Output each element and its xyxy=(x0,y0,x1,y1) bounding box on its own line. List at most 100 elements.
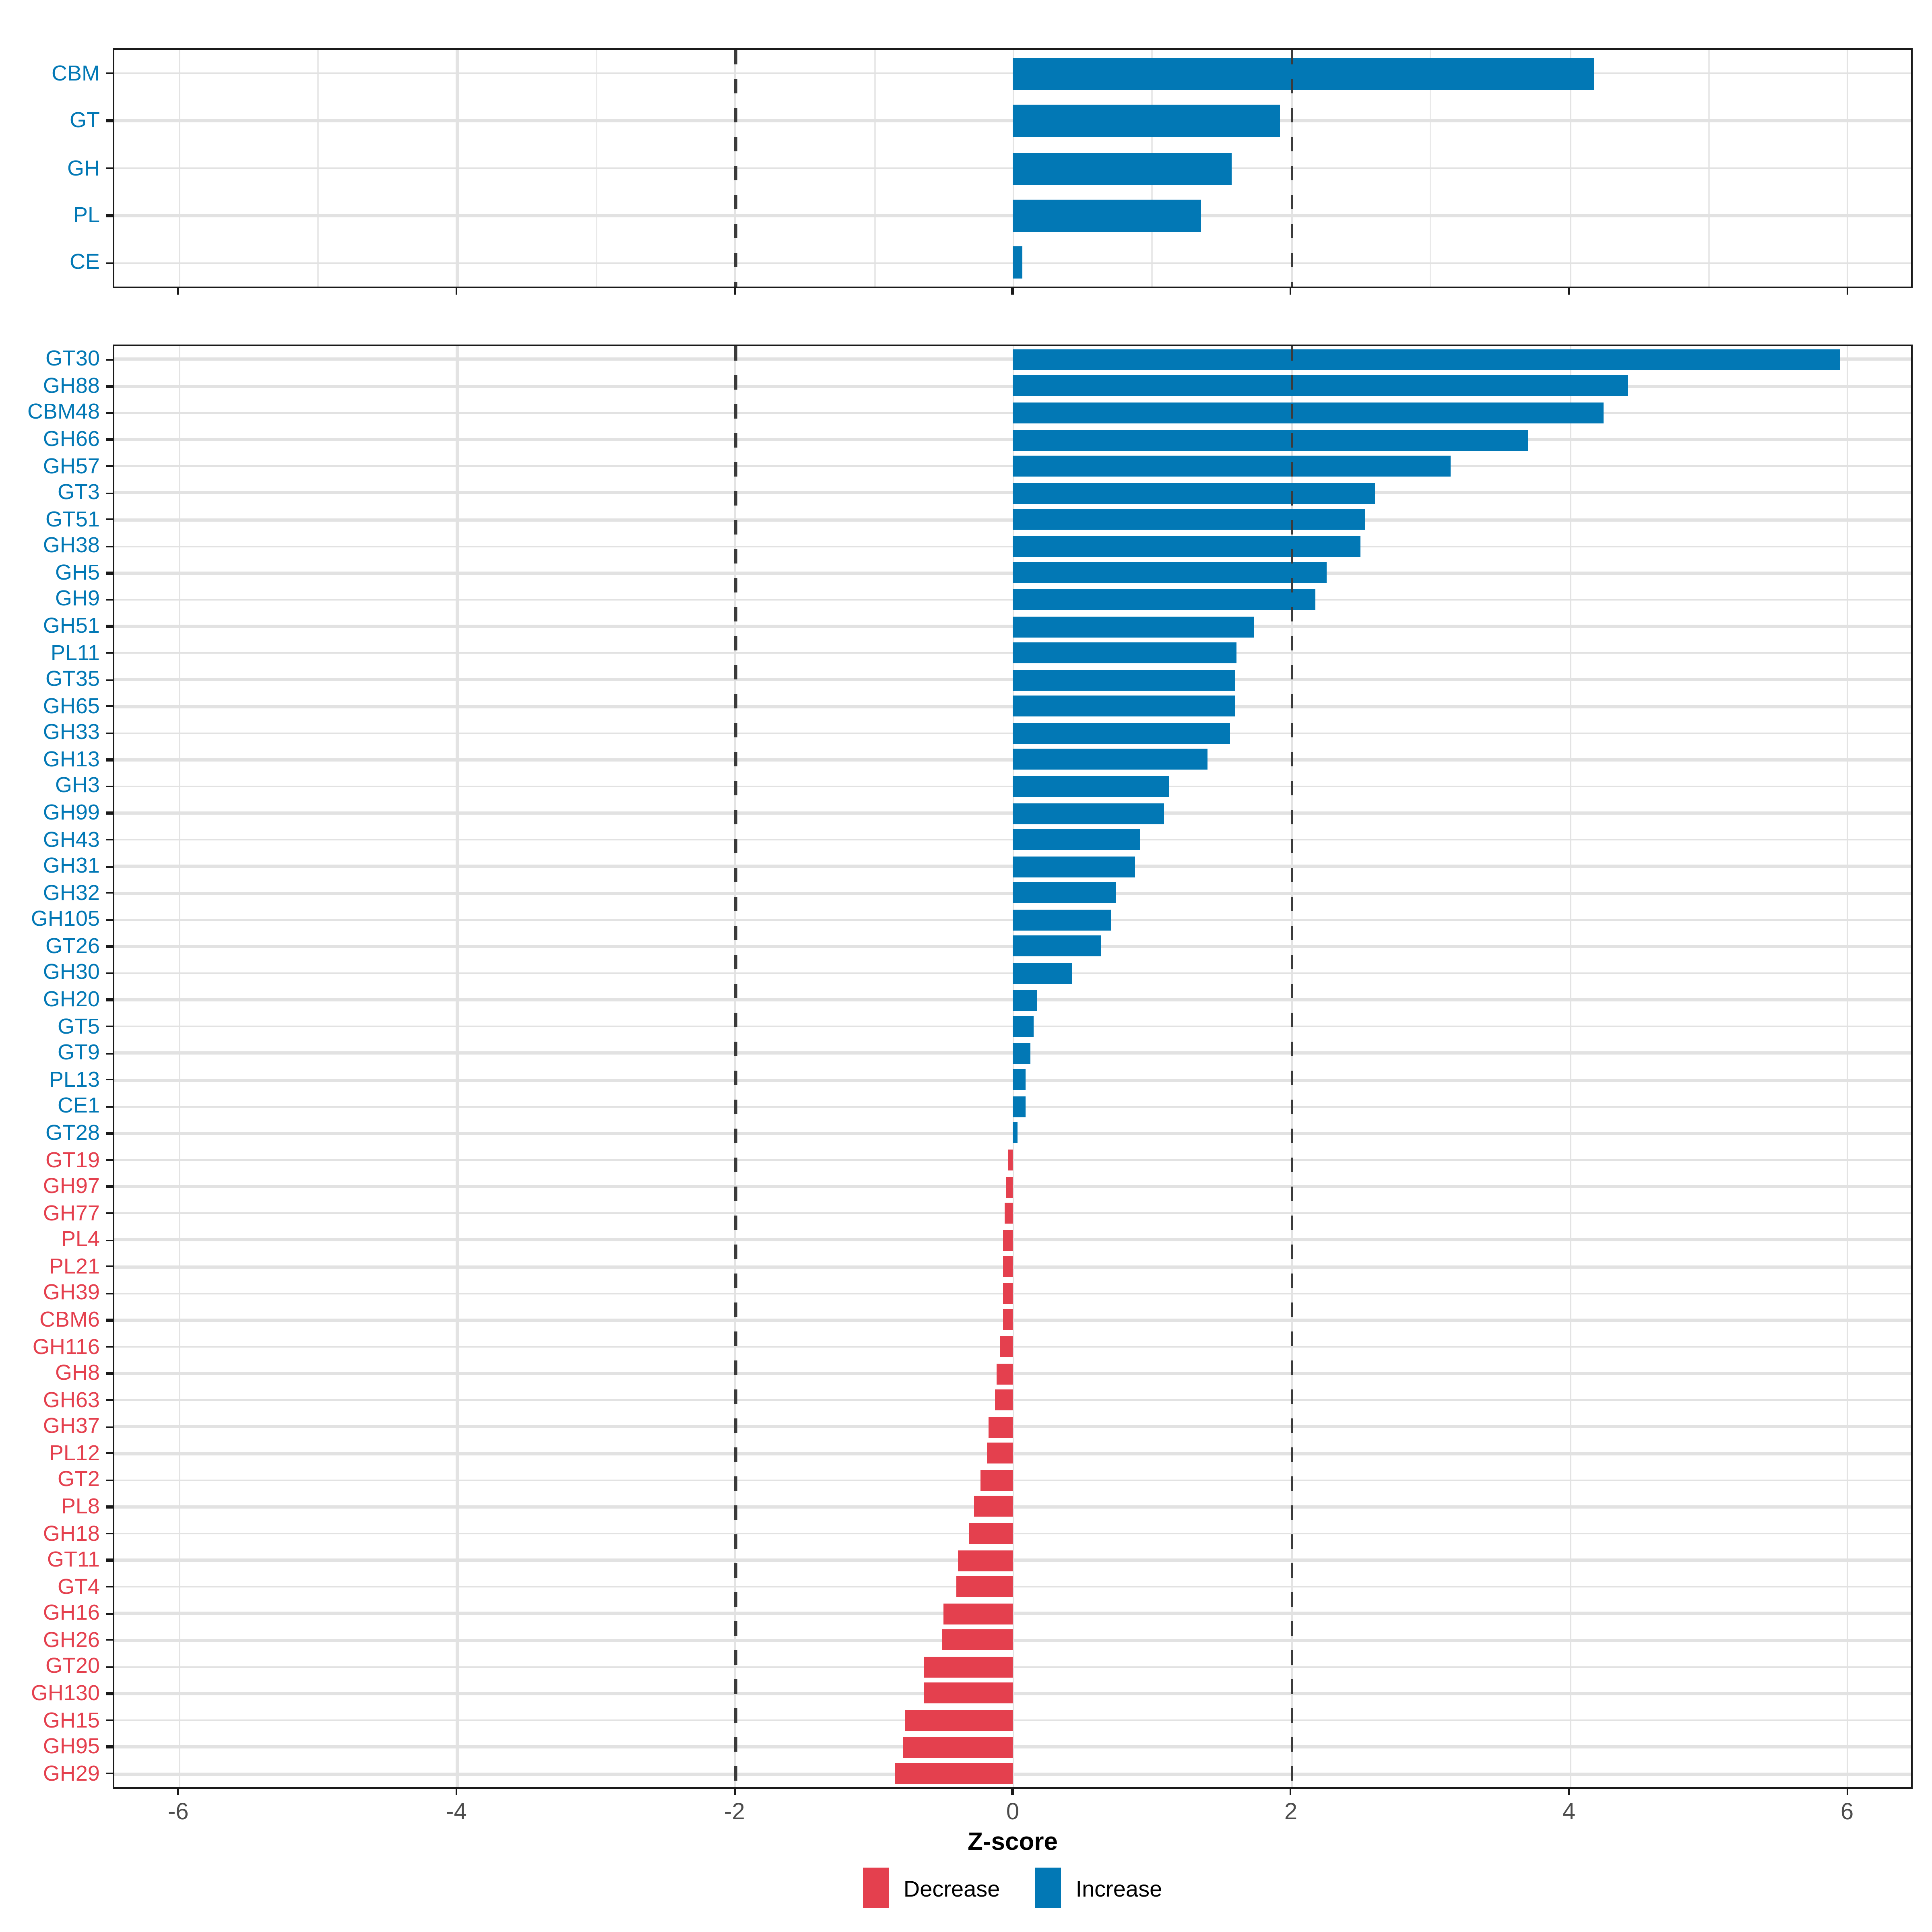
x-tick-label-4: 4 xyxy=(1562,1800,1576,1826)
x-tick xyxy=(1290,1787,1292,1795)
y-tick xyxy=(106,465,114,467)
y-tick xyxy=(106,120,114,122)
gridline-h xyxy=(114,1425,1911,1428)
y-axis-label-GH99: GH99 xyxy=(43,800,100,825)
y-tick xyxy=(106,1105,114,1108)
y-tick xyxy=(106,1319,114,1321)
panel-family-summary: CBM GT GH PL CE xyxy=(52,48,1913,295)
y-tick xyxy=(106,999,114,1001)
bar-GH5 xyxy=(1013,562,1327,584)
x-tick xyxy=(1846,1787,1848,1795)
y-tick xyxy=(106,1212,114,1215)
y-axis-label-GH130: GH130 xyxy=(31,1680,100,1705)
bar-GH xyxy=(1013,152,1232,184)
y-tick xyxy=(106,1079,114,1081)
y-axis-label-GH26: GH26 xyxy=(43,1627,100,1652)
legend: Decrease Increase xyxy=(113,1868,1913,1908)
y-tick xyxy=(106,72,114,75)
y-tick xyxy=(106,1559,114,1562)
bar-GH16 xyxy=(943,1603,1013,1624)
y-tick xyxy=(106,812,114,814)
y-axis-label-GH3: GH3 xyxy=(55,773,100,798)
gridline-v-major xyxy=(1569,346,1571,1787)
y-axis-label-GH: GH xyxy=(67,155,100,180)
bar-GH51 xyxy=(1013,616,1255,637)
y-axis-label-PL11: PL11 xyxy=(50,640,100,665)
y-axis-label-GH38: GH38 xyxy=(43,533,100,558)
y-tick xyxy=(106,545,114,547)
gridline-h xyxy=(114,1292,1911,1295)
bar-GH26 xyxy=(941,1630,1013,1651)
bar-GH8 xyxy=(997,1363,1013,1384)
x-tick xyxy=(455,287,458,295)
x-tick xyxy=(1846,287,1848,295)
x-tick xyxy=(455,1787,458,1795)
reference-line-2 xyxy=(1291,346,1293,1787)
y-axis-label-GT35: GT35 xyxy=(45,667,100,691)
y-axis-label-GT9: GT9 xyxy=(57,1040,100,1065)
bar-GH15 xyxy=(904,1710,1013,1731)
bar-GH3 xyxy=(1013,776,1168,797)
y-axis-label-GT30: GT30 xyxy=(45,347,100,371)
y-axis-label-CE: CE xyxy=(69,250,100,275)
gridline-h xyxy=(114,1345,1911,1348)
x-tick-label-2: 2 xyxy=(1284,1800,1298,1826)
bar-PL8 xyxy=(974,1496,1013,1517)
y-axis-label-GH29: GH29 xyxy=(43,1761,100,1785)
y-axis-label-GH9: GH9 xyxy=(55,586,100,611)
gridline-h xyxy=(114,1585,1911,1588)
bar-GH63 xyxy=(995,1389,1013,1411)
y-tick xyxy=(106,838,114,841)
gridline-h xyxy=(114,1238,1911,1242)
y-axis-label-GT: GT xyxy=(70,108,100,132)
gridline-h xyxy=(114,1452,1911,1455)
y-axis-label-CBM: CBM xyxy=(52,60,100,85)
reference-line-2 xyxy=(1291,50,1293,287)
bar-CBM6 xyxy=(1003,1309,1013,1331)
bar-GH95 xyxy=(903,1736,1013,1758)
y-tick xyxy=(106,1426,114,1428)
bar-GH105 xyxy=(1013,909,1112,931)
gridline-h xyxy=(114,1746,1911,1748)
bar-GT xyxy=(1013,105,1280,137)
gridline-h xyxy=(114,1692,1911,1695)
y-tick xyxy=(106,1773,114,1775)
y-tick xyxy=(106,599,114,601)
bar-PL xyxy=(1013,199,1201,232)
y-tick xyxy=(106,652,114,654)
y-tick xyxy=(106,1506,114,1508)
y-tick xyxy=(106,972,114,974)
y-tick xyxy=(106,412,114,414)
bar-GH130 xyxy=(923,1683,1013,1704)
bar-GT19 xyxy=(1008,1150,1013,1170)
x-tick xyxy=(733,287,736,295)
y-tick xyxy=(106,1025,114,1028)
x-axis-title: Z-score xyxy=(968,1829,1058,1856)
y-axis-label-GH15: GH15 xyxy=(43,1707,100,1732)
x-tick xyxy=(1568,1787,1570,1795)
bar-GT30 xyxy=(1013,349,1840,370)
y-axis-label-GH20: GH20 xyxy=(43,987,100,1011)
y-tick xyxy=(106,492,114,494)
gridline-h xyxy=(114,1559,1911,1562)
bar-GH65 xyxy=(1013,696,1235,717)
y-axis-label-GT3: GT3 xyxy=(57,480,100,504)
bar-PL13 xyxy=(1013,1069,1026,1091)
gridline-h xyxy=(114,1158,1911,1162)
bar-GH116 xyxy=(1000,1336,1013,1358)
y-axis-label-GT20: GT20 xyxy=(45,1654,100,1678)
bar-GH37 xyxy=(989,1416,1013,1437)
y-tick xyxy=(106,945,114,948)
y-axis-label-GH105: GH105 xyxy=(31,907,100,931)
y-tick xyxy=(106,865,114,868)
bar-GT5 xyxy=(1013,1016,1034,1037)
bar-GH30 xyxy=(1013,962,1073,984)
x-tick-label--6: -6 xyxy=(168,1800,189,1826)
x-tick xyxy=(1011,287,1014,295)
bar-GH39 xyxy=(1003,1283,1013,1304)
y-axis-label-GH65: GH65 xyxy=(43,694,100,718)
y-tick xyxy=(106,1532,114,1535)
legend-key-decrease-swatch xyxy=(863,1868,889,1908)
y-axis-label-PL: PL xyxy=(73,202,100,227)
